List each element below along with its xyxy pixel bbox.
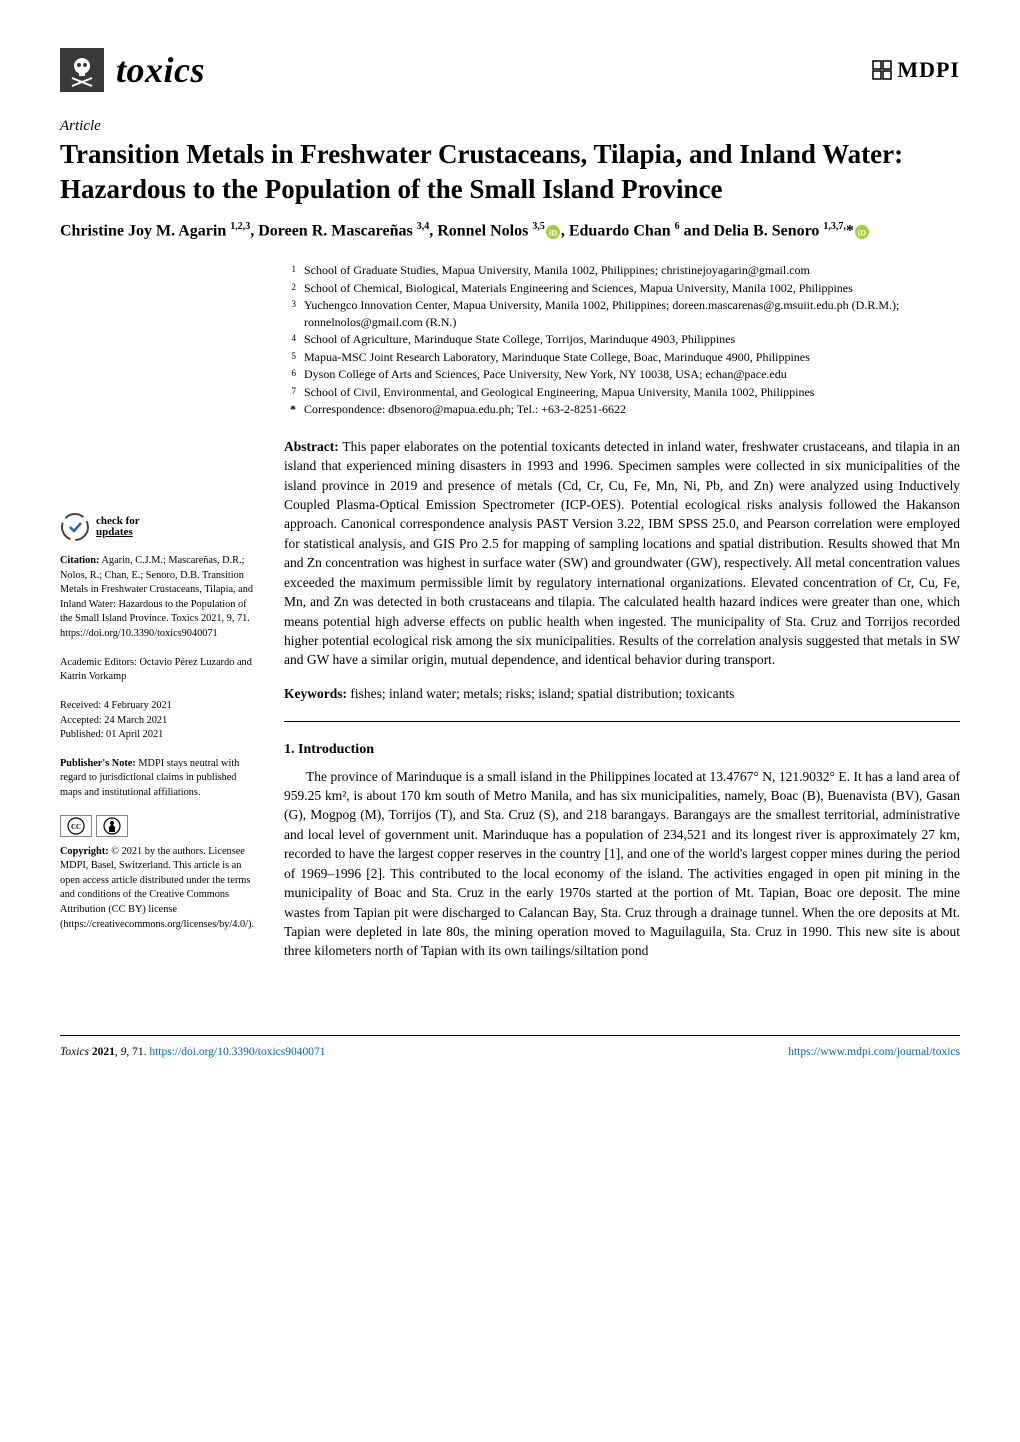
intro-paragraph: The province of Marinduque is a small is… (284, 767, 960, 961)
header: toxics MDPI (60, 48, 960, 92)
cc-icon: CC (60, 815, 92, 837)
copyright-label: Copyright: (60, 846, 109, 857)
publisher-name: MDPI (897, 57, 960, 83)
publishers-note-block: Publisher's Note: MDPI stays neutral wit… (60, 757, 256, 801)
journal-name: toxics (116, 49, 205, 91)
check-updates-badge[interactable]: check for updates (60, 512, 256, 542)
journal-brand: toxics (60, 48, 205, 92)
abstract-label: Abstract: (284, 439, 339, 454)
publisher-logo: MDPI (871, 57, 960, 83)
dates-block: Received: 4 February 2021 Accepted: 24 M… (60, 699, 256, 743)
article-type: Article (60, 118, 960, 135)
svg-text:iD: iD (548, 227, 557, 237)
abstract: Abstract: This paper elaborates on the p… (284, 437, 960, 670)
keywords-label: Keywords: (284, 686, 347, 701)
citation-text: Agarin, C.J.M.; Mascareñas, D.R.; Nolos,… (60, 555, 253, 639)
abstract-text: This paper elaborates on the potential t… (284, 439, 960, 668)
copyright-block: Copyright: © 2021 by the authors. Licens… (60, 845, 256, 933)
divider (284, 721, 960, 722)
by-icon (96, 815, 128, 837)
date-received: Received: 4 February 2021 (60, 699, 256, 714)
affiliations: 1School of Graduate Studies, Mapua Unive… (284, 262, 960, 419)
citation-label: Citation: (60, 555, 99, 566)
publishers-note-label: Publisher's Note: (60, 758, 136, 769)
mdpi-icon (871, 59, 893, 81)
authors-line: Christine Joy M. Agarin 1,2,3, Doreen R.… (60, 220, 960, 242)
skull-icon (60, 48, 104, 92)
article-title: Transition Metals in Freshwater Crustace… (60, 137, 960, 206)
footer-left: Toxics 2021, 9, 71. https://doi.org/10.3… (60, 1046, 326, 1058)
date-published: Published: 01 April 2021 (60, 728, 256, 743)
section-heading: 1. Introduction (284, 740, 960, 760)
check-updates-icon (60, 512, 90, 542)
footer-right[interactable]: https://www.mdpi.com/journal/toxics (788, 1046, 960, 1058)
footer: Toxics 2021, 9, 71. https://doi.org/10.3… (0, 1036, 1020, 1090)
cc-by-badge[interactable]: CC (60, 815, 256, 837)
date-accepted: Accepted: 24 March 2021 (60, 714, 256, 729)
main-column: 1School of Graduate Studies, Mapua Unive… (284, 262, 960, 961)
sidebar: check for updates Citation: Agarin, C.J.… (60, 262, 256, 961)
keywords-text: fishes; inland water; metals; risks; isl… (350, 686, 734, 701)
check-line2: updates (96, 527, 140, 538)
editors-block: Academic Editors: Octavio Pérez Luzardo … (60, 656, 256, 685)
svg-text:iD: iD (858, 227, 867, 237)
copyright-text: © 2021 by the authors. Licensee MDPI, Ba… (60, 846, 254, 930)
keywords: Keywords: fishes; inland water; metals; … (284, 684, 960, 703)
svg-text:CC: CC (71, 823, 81, 831)
citation-block: Citation: Agarin, C.J.M.; Mascareñas, D.… (60, 554, 256, 642)
